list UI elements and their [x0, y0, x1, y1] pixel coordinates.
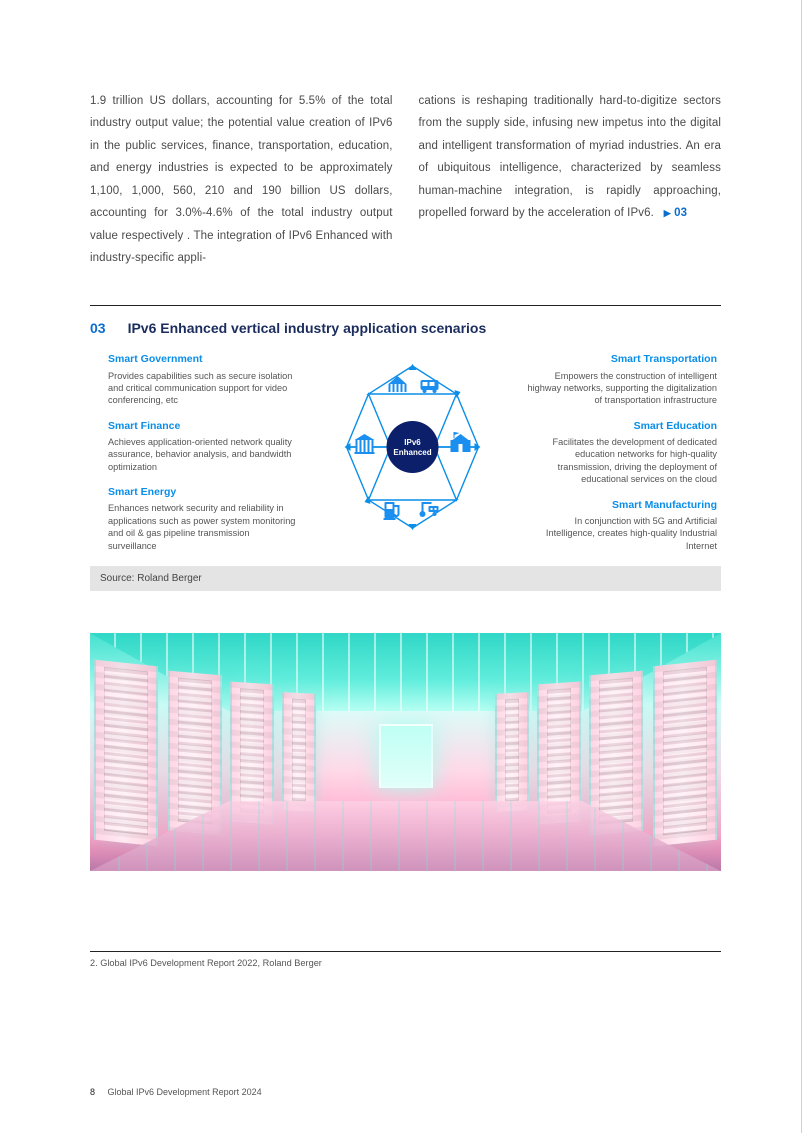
scenario-smart-manufacturing: Smart Manufacturing In conjunction with …	[527, 498, 717, 552]
server-rack	[653, 660, 717, 847]
scenario-title: Smart Transportation	[527, 352, 717, 366]
page-number: 8	[90, 1087, 95, 1097]
footnote: 2. Global IPv6 Development Report 2022, …	[90, 958, 721, 968]
datacenter-photo	[90, 633, 721, 871]
body-col-left: 1.9 trillion US dollars, accounting for …	[90, 90, 393, 269]
page-footer: 8 Global IPv6 Development Report 2024	[90, 1087, 262, 1097]
scenario-desc: Facilitates the development of dedicated…	[527, 436, 717, 486]
scenario-title: Smart Education	[527, 419, 717, 433]
scenario-title: Smart Finance	[108, 419, 298, 433]
figure-ref-marker: ▶ 03	[657, 207, 687, 219]
government-icon	[389, 376, 407, 392]
figure-block: 03 IPv6 Enhanced vertical industry appli…	[90, 305, 721, 591]
figure-ref-number: 03	[674, 207, 687, 219]
transportation-icon	[421, 380, 439, 393]
scenario-smart-education: Smart Education Facilitates the developm…	[527, 419, 717, 486]
finance-icon	[355, 434, 375, 454]
scenario-smart-finance: Smart Finance Achieves application-orien…	[108, 419, 298, 473]
scenario-smart-transportation: Smart Transportation Empowers the constr…	[527, 352, 717, 406]
figure-title: IPv6 Enhanced vertical industry applicat…	[128, 320, 487, 336]
scenario-smart-government: Smart Government Provides capabilities s…	[108, 352, 298, 406]
education-icon	[451, 432, 471, 452]
body-col-right-text: cations is reshaping traditionally hard-…	[419, 95, 722, 219]
hex-center-line2: Enhanced	[393, 447, 431, 456]
footnote-rule	[90, 951, 721, 952]
hex-center-label: IPv6 Enhanced	[393, 438, 431, 456]
scenario-title: Smart Manufacturing	[527, 498, 717, 512]
page: 1.9 trillion US dollars, accounting for …	[0, 0, 802, 1133]
hex-diagram: IPv6 Enhanced	[298, 352, 527, 542]
server-rack	[94, 660, 158, 847]
scenario-desc: Provides capabilities such as secure iso…	[108, 370, 298, 407]
scenarios-row: Smart Government Provides capabilities s…	[90, 352, 721, 566]
scenario-smart-energy: Smart Energy Enhances network security a…	[108, 485, 298, 552]
server-rack	[495, 692, 529, 812]
doc-title: Global IPv6 Development Report 2024	[108, 1087, 262, 1097]
hex-center-line1: IPv6	[393, 438, 431, 447]
triangle-right-icon: ▶	[664, 208, 671, 218]
scenario-desc: Achieves application-oriented network qu…	[108, 436, 298, 473]
scenario-title: Smart Government	[108, 352, 298, 366]
scenario-title: Smart Energy	[108, 485, 298, 499]
figure-number: 03	[90, 320, 106, 336]
scenario-desc: Empowers the construction of intelligent…	[527, 370, 717, 407]
figure-source: Source: Roland Berger	[90, 566, 721, 591]
scenario-desc: Enhances network security and reliabilit…	[108, 502, 298, 552]
photo-vanishing-door	[379, 724, 433, 788]
body-col-right: cations is reshaping traditionally hard-…	[419, 90, 722, 269]
manufacturing-icon	[420, 502, 439, 517]
scenarios-left: Smart Government Provides capabilities s…	[108, 352, 298, 552]
body-columns: 1.9 trillion US dollars, accounting for …	[90, 90, 721, 269]
server-rack	[282, 692, 316, 812]
scenarios-right: Smart Transportation Empowers the constr…	[527, 352, 717, 552]
figure-header: 03 IPv6 Enhanced vertical industry appli…	[90, 320, 721, 336]
scenario-desc: In conjunction with 5G and Artificial In…	[527, 515, 717, 552]
